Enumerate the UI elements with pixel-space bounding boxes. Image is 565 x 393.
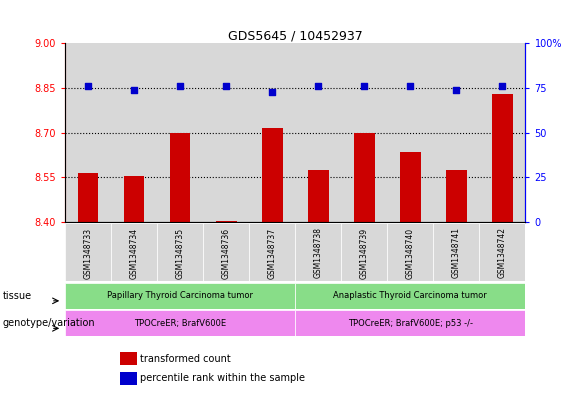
Text: tissue: tissue [3,291,32,301]
Bar [65,283,295,309]
Bar [433,223,479,281]
Text: GSM1348736: GSM1348736 [221,228,231,279]
Bar [120,352,137,365]
Text: Anaplastic Thyroid Carcinoma tumor: Anaplastic Thyroid Carcinoma tumor [333,291,487,300]
Text: GSM1348738: GSM1348738 [314,228,323,279]
Bar [120,372,137,385]
Text: GSM1348739: GSM1348739 [360,228,369,279]
Bar [308,170,329,222]
Text: GSM1348740: GSM1348740 [406,228,415,279]
Bar [65,223,111,281]
Bar [341,43,388,222]
Bar [295,310,525,336]
Bar [157,43,203,222]
Point [129,86,138,93]
Point [84,83,93,89]
Text: Papillary Thyroid Carcinoma tumor: Papillary Thyroid Carcinoma tumor [107,291,253,300]
Point [406,83,415,89]
Bar [249,43,295,222]
Bar [170,133,190,222]
Bar [479,43,525,222]
Bar [111,43,157,222]
Point [360,83,369,89]
Bar [77,173,98,222]
Bar [249,223,295,281]
Point [268,88,277,95]
Bar [388,43,433,222]
Bar [262,128,282,222]
Text: TPOCreER; BrafV600E: TPOCreER; BrafV600E [134,319,226,328]
Bar [203,223,249,281]
Text: transformed count: transformed count [140,354,231,364]
Bar [446,170,467,222]
Text: genotype/variation: genotype/variation [3,318,95,328]
Point [498,83,507,89]
Bar [203,43,249,222]
Text: GSM1348734: GSM1348734 [129,228,138,279]
Bar [433,43,479,222]
Text: GSM1348737: GSM1348737 [268,228,277,279]
Bar [65,310,295,336]
Bar [388,223,433,281]
Bar [65,43,111,222]
Bar [295,283,525,309]
Bar [124,176,145,222]
Bar [295,223,341,281]
Point [452,86,461,93]
Bar [216,221,237,222]
Bar [492,94,513,222]
Bar [111,223,157,281]
Text: percentile rank within the sample: percentile rank within the sample [140,373,305,383]
Bar [157,223,203,281]
Text: GSM1348741: GSM1348741 [452,228,461,279]
Title: GDS5645 / 10452937: GDS5645 / 10452937 [228,29,363,42]
Bar [400,152,421,222]
Point [176,83,185,89]
Bar [341,223,388,281]
Text: GSM1348742: GSM1348742 [498,228,507,279]
Text: GSM1348733: GSM1348733 [84,228,93,279]
Bar [295,43,341,222]
Bar [479,223,525,281]
Point [221,83,231,89]
Text: TPOCreER; BrafV600E; p53 -/-: TPOCreER; BrafV600E; p53 -/- [348,319,473,328]
Point [314,83,323,89]
Text: GSM1348735: GSM1348735 [176,228,185,279]
Bar [354,133,375,222]
